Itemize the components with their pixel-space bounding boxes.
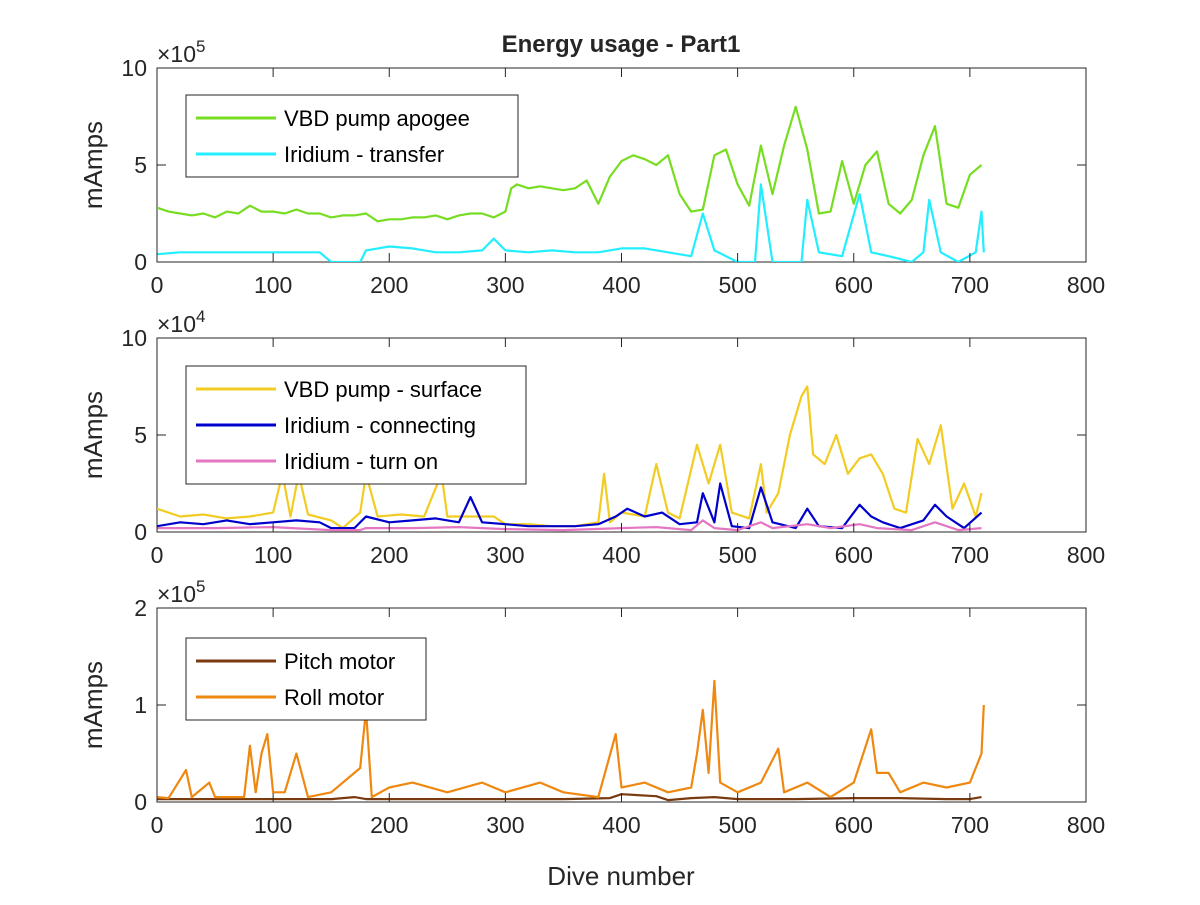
legend-box bbox=[185, 637, 427, 721]
chart-title: Energy usage - Part1 bbox=[502, 31, 741, 58]
y-axis-label: mAmps bbox=[78, 661, 108, 749]
x-tick-label: 400 bbox=[602, 272, 640, 298]
y-tick-label: 0 bbox=[134, 249, 147, 275]
series-line-3 bbox=[157, 519, 982, 532]
x-tick-label: 400 bbox=[602, 542, 640, 568]
subplot-1: 0 100 200 300 400 500 600 700 800 0 5 10 ×105 mAmps VB… bbox=[78, 37, 1105, 298]
x-tick-label: 100 bbox=[254, 272, 292, 298]
subplots: 0 100 200 300 400 500 600 700 8000510×105mAmpsVB… bbox=[78, 37, 1105, 838]
x-tick-label: 700 bbox=[951, 272, 989, 298]
x-tick-label: 200 bbox=[370, 542, 408, 568]
x-tick-label: 300 bbox=[486, 812, 524, 838]
x-tick-label: 100 bbox=[254, 542, 292, 568]
x-tick-label: 0 bbox=[151, 812, 164, 838]
legend-entry: Roll motor bbox=[284, 685, 384, 710]
series-line-2 bbox=[157, 482, 983, 530]
legend-entry: VBD pump - surface bbox=[284, 377, 482, 402]
x-tick-label: 200 bbox=[370, 812, 408, 838]
legend: VBD pump apogee Iridium - transfer bbox=[185, 94, 519, 178]
y-tick-label: 5 bbox=[134, 422, 147, 448]
x-tick-label: 600 bbox=[835, 812, 873, 838]
x-tick-label: 800 bbox=[1067, 542, 1105, 568]
x-tick-label: 500 bbox=[718, 272, 756, 298]
legend: Pitch motor Roll motor bbox=[185, 637, 427, 721]
x-tick-label: 100 bbox=[254, 812, 292, 838]
y-tick-label: 1 bbox=[134, 692, 147, 718]
y-exponent-label: ×104 bbox=[157, 307, 205, 337]
x-tick-label: 0 bbox=[151, 272, 164, 298]
series-line-1 bbox=[157, 385, 983, 530]
x-tick-label: 500 bbox=[718, 542, 756, 568]
x-tick-label: 0 bbox=[151, 542, 164, 568]
series-line-1 bbox=[157, 105, 983, 223]
y-tick-label: 0 bbox=[134, 519, 147, 545]
legend-entry: Iridium - turn on bbox=[284, 449, 438, 474]
y-tick-label: 5 bbox=[134, 152, 147, 178]
legend: VBD pump - surface Iridium - connecting Ir… bbox=[185, 365, 527, 485]
x-axis-label: Dive number bbox=[547, 861, 695, 891]
series-line-2 bbox=[157, 183, 985, 262]
x-tick-label: 600 bbox=[835, 542, 873, 568]
x-tick-label: 700 bbox=[951, 542, 989, 568]
series-line-2 bbox=[157, 679, 985, 800]
y-tick-label: 2 bbox=[134, 595, 147, 621]
y-exponent-label: ×105 bbox=[157, 37, 205, 67]
x-tick-label: 500 bbox=[718, 812, 756, 838]
y-tick-label: 10 bbox=[121, 55, 147, 81]
y-axis-label: mAmps bbox=[78, 391, 108, 479]
subplot-2: 0 100 200 300 400 500 600 700 800 0 5 10 ×104 mAmps VB… bbox=[78, 307, 1105, 568]
x-tick-label: 600 bbox=[835, 272, 873, 298]
legend-entry: Iridium - connecting bbox=[284, 413, 476, 438]
legend-entry: VBD pump apogee bbox=[284, 106, 470, 131]
x-tick-label: 300 bbox=[486, 542, 524, 568]
x-tick-label: 400 bbox=[602, 812, 640, 838]
x-tick-label: 300 bbox=[486, 272, 524, 298]
legend-box bbox=[185, 94, 519, 178]
x-tick-label: 700 bbox=[951, 812, 989, 838]
subplot-3: 0 100 200 300 400 500 600 700 800 0 1 2 ×105 mAmps Pit… bbox=[78, 577, 1105, 838]
y-exponent-label: ×105 bbox=[157, 577, 205, 607]
y-axis-label: mAmps bbox=[78, 121, 108, 209]
legend-entry: Iridium - transfer bbox=[284, 142, 444, 167]
y-tick-label: 10 bbox=[121, 325, 147, 351]
x-tick-label: 800 bbox=[1067, 812, 1105, 838]
legend-entry: Pitch motor bbox=[284, 649, 395, 674]
x-tick-label: 200 bbox=[370, 272, 408, 298]
y-tick-label: 0 bbox=[134, 789, 147, 815]
x-tick-label: 800 bbox=[1067, 272, 1105, 298]
series-line-1 bbox=[157, 793, 982, 802]
